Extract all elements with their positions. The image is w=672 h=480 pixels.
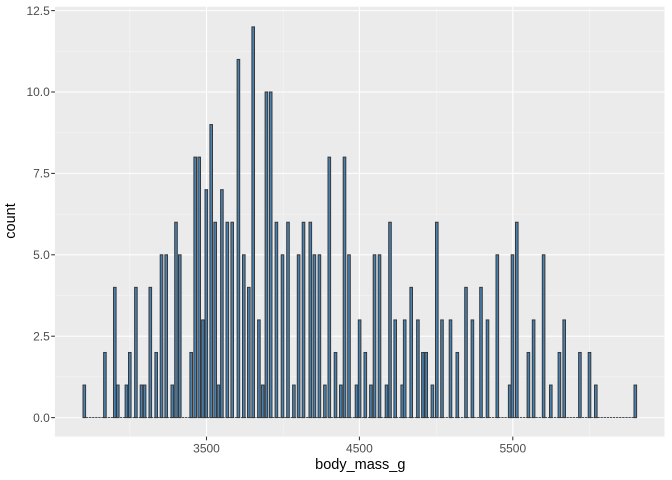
svg-text:12.5: 12.5 (26, 4, 50, 18)
svg-text:0.0: 0.0 (33, 411, 50, 425)
svg-text:7.5: 7.5 (33, 167, 50, 181)
svg-text:2.5: 2.5 (33, 329, 50, 343)
svg-text:3500: 3500 (193, 441, 220, 455)
svg-text:10.0: 10.0 (26, 85, 50, 99)
svg-text:5500: 5500 (499, 441, 526, 455)
svg-text:count: count (3, 203, 19, 238)
svg-text:5.0: 5.0 (33, 248, 50, 262)
svg-text:4500: 4500 (346, 441, 373, 455)
svg-text:body_mass_g: body_mass_g (315, 457, 405, 473)
